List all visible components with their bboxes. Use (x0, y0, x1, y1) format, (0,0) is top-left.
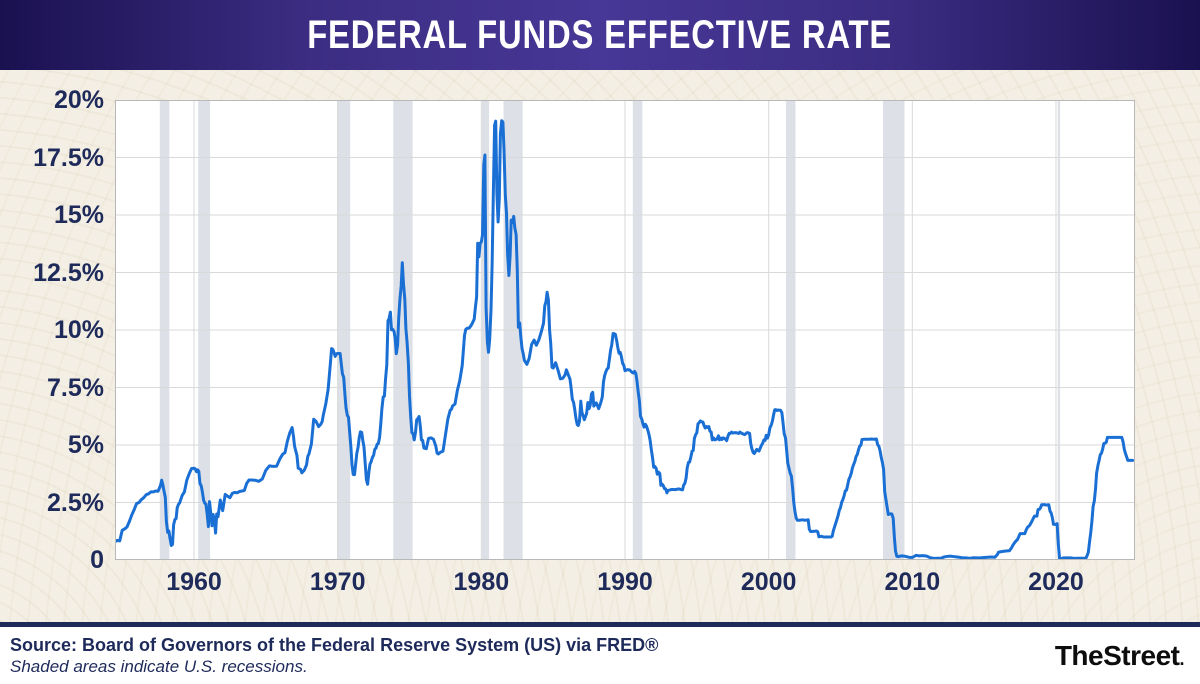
x-tick-label: 2010 (884, 568, 941, 596)
y-tick-label: 2.5% (47, 488, 104, 517)
y-tick-label: 7.5% (47, 373, 104, 402)
x-tick-label: 2000 (740, 568, 797, 596)
y-tick-label: 15% (53, 201, 104, 229)
chart-section: 0 2.5% 5% 7.5% 10% 12.5% 15% 17.5% 20% 1960 1970 1… (0, 70, 1200, 622)
plot-border (115, 100, 1135, 560)
line-chart (115, 100, 1135, 560)
header-banner: FEDERAL FUNDS EFFECTIVE RATE (0, 0, 1200, 70)
source-text: Source: Board of Governors of the Federa… (10, 634, 659, 655)
footer: Source: Board of Governors of the Federa… (0, 622, 1200, 684)
y-tick-label: 12.5% (33, 258, 104, 287)
y-tick-label: 17.5% (33, 143, 104, 172)
y-tick-label: 10% (53, 316, 104, 344)
rate-line (115, 119, 1135, 560)
thestreet-logo: TheStreet. (1054, 639, 1185, 672)
x-tick-label: 1990 (597, 568, 653, 596)
line-chart-svg (115, 100, 1135, 560)
x-tick-label: 1980 (453, 568, 510, 596)
y-tick-label: 5% (67, 431, 104, 459)
y-tick-label: 20% (53, 86, 104, 114)
logo-dot: . (1179, 648, 1184, 669)
x-tick-label: 1960 (166, 568, 222, 596)
recession-note: Shaded areas indicate U.S. recessions. (10, 657, 308, 677)
x-tick-label: 1970 (309, 568, 366, 596)
logo-text: TheStreet (1054, 639, 1180, 671)
page-title: FEDERAL FUNDS EFFECTIVE RATE (307, 12, 893, 57)
y-tick-label: 0 (90, 546, 104, 574)
x-tick-label: 2020 (1028, 568, 1084, 596)
source-block: Source: Board of Governors of the Federa… (10, 634, 658, 678)
